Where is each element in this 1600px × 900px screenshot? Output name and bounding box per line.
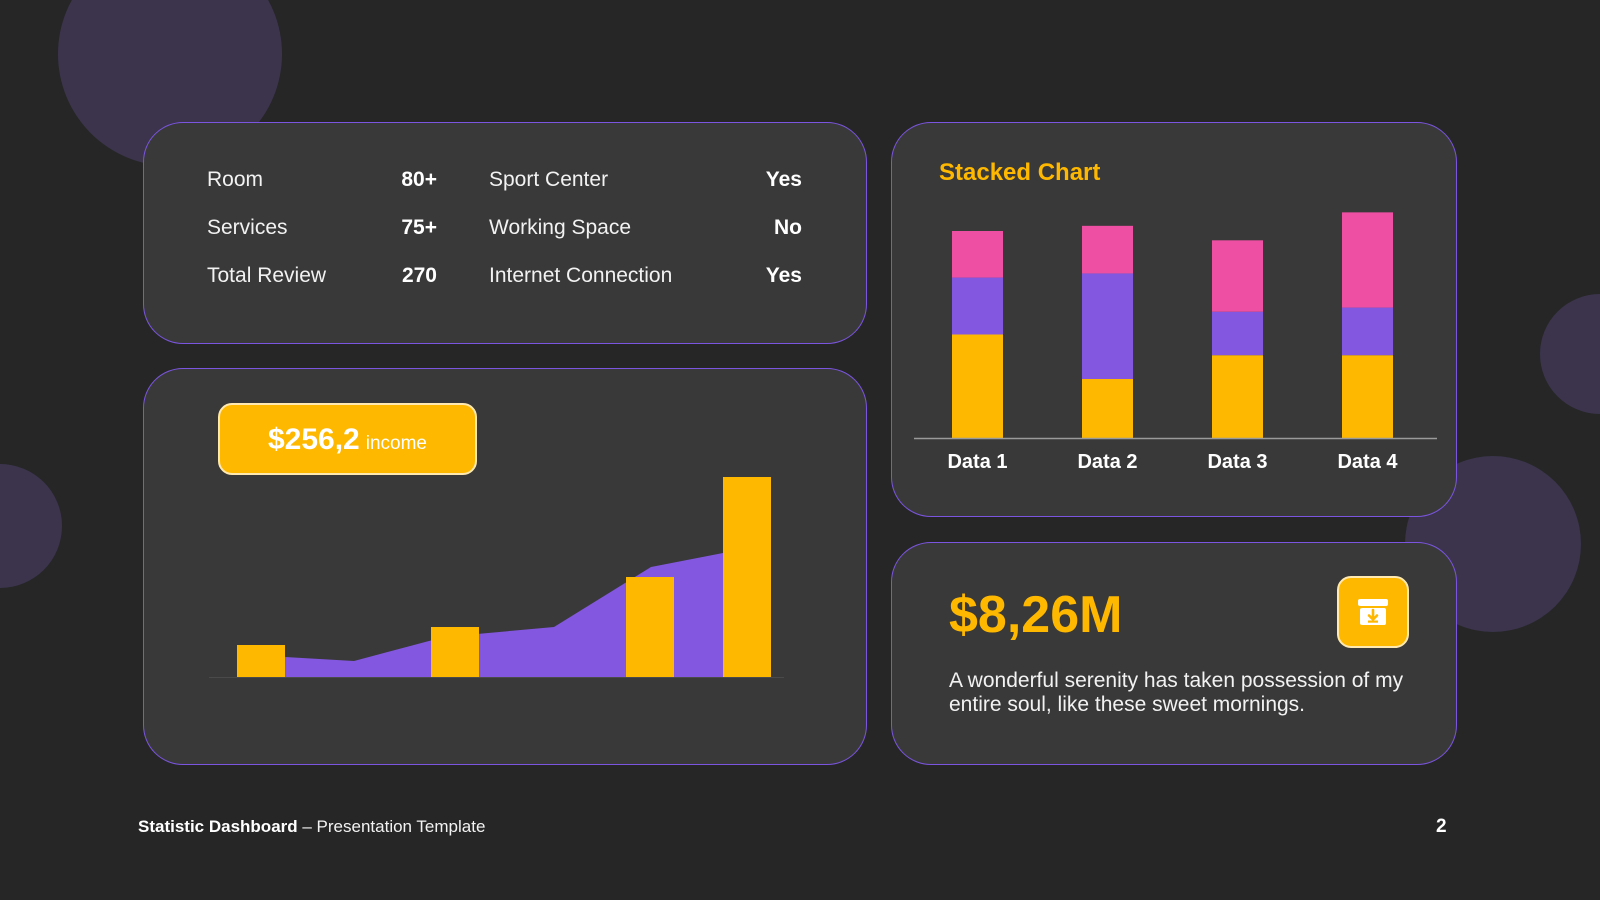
stacked-tick-label-1: Data 1 — [947, 451, 1007, 473]
footer: Statistic Dashboard – Presentation Templ… — [138, 817, 485, 837]
revenue-value: $8,26M — [949, 586, 1123, 644]
decorative-circle-left — [0, 464, 62, 588]
income-bar-5 — [626, 577, 674, 677]
stat-right-value-0: Yes — [765, 168, 802, 191]
stat-left-label-0: Room — [207, 168, 264, 191]
stat-left-label-2: Total Review — [207, 264, 327, 287]
income-bar-3 — [431, 627, 479, 677]
page-number: 2 — [1436, 816, 1447, 837]
stat-left-value-2: 270 — [401, 264, 437, 287]
stacked-tick-label-4: Data 4 — [1337, 451, 1398, 473]
revenue-card: $8,26M A wonderful serenity has taken po… — [891, 542, 1457, 765]
stat-right-label-2: Internet Connection — [489, 264, 673, 287]
footer-title: Statistic Dashboard — [138, 817, 298, 836]
stat-right-label-0: Sport Center — [489, 168, 609, 191]
income-chart-card: $256,2 income — [143, 368, 867, 765]
stacked-bar-1-segment-2 — [952, 277, 1003, 335]
stat-right-label-1: Working Space — [489, 216, 632, 239]
income-amount: $256,2 — [267, 423, 360, 456]
footer-subtitle: – Presentation Template — [297, 817, 486, 836]
stacked-bar-2-segment-1 — [1082, 379, 1133, 438]
income-unit: income — [365, 433, 427, 454]
archive-download-icon — [1358, 599, 1388, 625]
stat-left-value-0: 80+ — [401, 168, 437, 191]
decorative-circle-right — [1540, 294, 1600, 414]
stacked-tick-label-3: Data 3 — [1207, 451, 1267, 473]
stacked-chart-card: Data 1 Data 2 Data 3 Data 4 Stacked Chart — [891, 122, 1457, 517]
archive-download-button[interactable] — [1337, 576, 1409, 648]
stacked-bar-3-segment-2 — [1212, 311, 1263, 356]
income-area-series — [285, 553, 723, 677]
stacked-bar-1-segment-3 — [952, 231, 1003, 278]
stacked-bar-3-segment-1 — [1212, 355, 1263, 438]
income-bar-1 — [237, 645, 285, 677]
stacked-bar-3-segment-3 — [1212, 240, 1263, 312]
stat-left-value-1: 75+ — [401, 216, 437, 239]
stacked-tick-label-2: Data 2 — [1077, 451, 1137, 473]
stacked-bar-1-segment-1 — [952, 334, 1003, 438]
stacked-bar-chart: Data 1 Data 2 Data 3 Data 4 — [914, 212, 1437, 473]
stacked-chart-title: Stacked Chart — [939, 159, 1101, 186]
income-badge: $256,2 income — [218, 403, 477, 475]
income-bar-area-chart — [209, 477, 784, 678]
stat-left-label-1: Services — [207, 216, 288, 239]
stacked-bar-2-segment-3 — [1082, 225, 1133, 274]
stacked-bar-4-segment-1 — [1342, 355, 1393, 438]
stacked-bar-2-segment-2 — [1082, 273, 1133, 380]
revenue-description: A wonderful serenity has taken possessio… — [949, 669, 1404, 716]
stats-card: Room 80+ Services 75+ Total Review 270 Sport … — [143, 122, 867, 344]
income-bar-6 — [723, 477, 771, 677]
stacked-bar-4-segment-3 — [1342, 212, 1393, 308]
stat-right-value-2: Yes — [765, 264, 802, 287]
stacked-bar-4-segment-2 — [1342, 307, 1393, 356]
stat-right-value-1: No — [774, 216, 802, 239]
